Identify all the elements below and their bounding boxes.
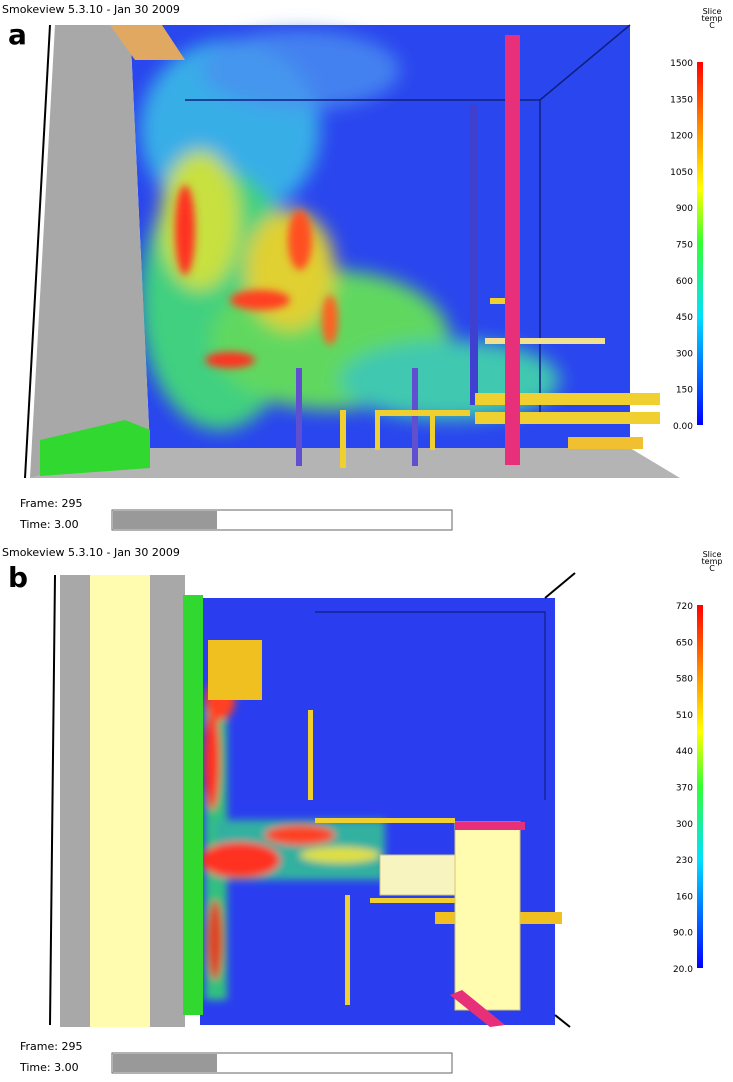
- colorbar-label: 450: [676, 313, 693, 323]
- window-title: Smokeview 5.3.10 - Jan 30 2009: [2, 3, 180, 16]
- colorbar: [697, 605, 703, 968]
- time-label: Time: 3.00: [19, 1061, 79, 1074]
- time-slider-fill: [113, 511, 217, 529]
- colorbar-label: 230: [676, 856, 693, 866]
- colorbar-label: 20.0: [673, 965, 693, 975]
- colorbar-label: 1350: [670, 95, 693, 105]
- colorbar-label: 440: [676, 747, 693, 757]
- colorbar-label: 150: [676, 386, 693, 396]
- colorbar: [697, 62, 703, 425]
- time-label: Time: 3.00: [19, 518, 79, 531]
- colorbar-label: 300: [676, 349, 693, 359]
- colorbar-label: 0.00: [673, 422, 693, 432]
- window-title: Smokeview 5.3.10 - Jan 30 2009: [2, 546, 180, 559]
- colorbar-label: 90.0: [673, 929, 693, 939]
- frame-label: Frame: 295: [20, 497, 82, 510]
- colorbar-label: 750: [676, 241, 693, 251]
- time-slider-fill: [113, 1054, 217, 1072]
- colorbar-title: C: [709, 21, 715, 30]
- scene-b: [50, 573, 575, 1027]
- colorbar-label: 900: [676, 204, 693, 214]
- colorbar-label: 600: [676, 277, 693, 287]
- colorbar-label: 1050: [670, 168, 693, 178]
- colorbar-label: 720: [676, 602, 693, 612]
- colorbar-label: 370: [676, 784, 693, 794]
- panel-label: a: [8, 18, 27, 51]
- colorbar-label: 510: [676, 711, 693, 721]
- colorbar-label: 1500: [670, 59, 693, 69]
- screenshot: Smokeview 5.3.10 - Jan 30 2009aSlicetemp…: [0, 0, 733, 1082]
- colorbar-label: 580: [676, 675, 693, 685]
- colorbar-label: 160: [676, 892, 693, 902]
- colorbar-label: 300: [676, 820, 693, 830]
- scene-a: [25, 25, 680, 478]
- colorbar-label: 650: [676, 638, 693, 648]
- colorbar-label: 1200: [670, 132, 693, 142]
- colorbar-title: C: [709, 564, 715, 573]
- frame-label: Frame: 295: [20, 1040, 82, 1053]
- panel-label: b: [8, 561, 28, 594]
